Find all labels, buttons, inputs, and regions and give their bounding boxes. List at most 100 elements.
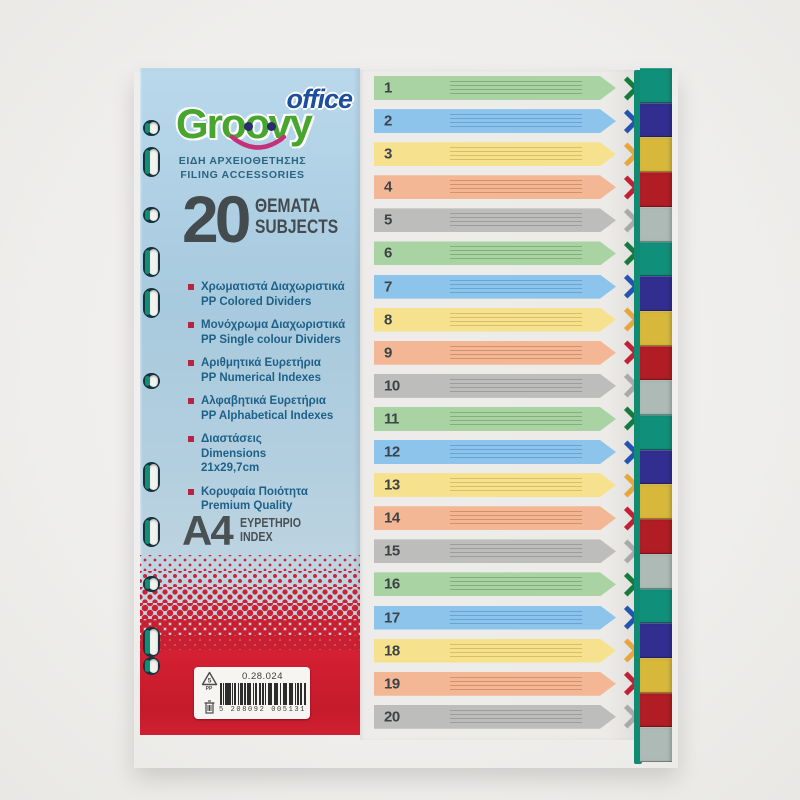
divider-tab [640, 484, 672, 520]
row-number: 11 [384, 410, 399, 428]
tab-strip [640, 68, 672, 763]
svg-text:5: 5 [207, 678, 211, 685]
index-row: 7 [360, 274, 640, 299]
ruled-lines [450, 611, 582, 626]
barcode-label: 5 PP 0.28.024 5 [194, 667, 310, 719]
feature-item: Μονόχρωμα Διαχωριστικά PP Single colour D… [188, 318, 353, 347]
feature-item: Αλφαβητικά Ευρετήρια PP Alphabetical Inde… [188, 394, 353, 423]
brand-logo: office Groovy [168, 84, 358, 158]
ruled-lines [450, 147, 582, 162]
label-icons: 5 PP [199, 671, 219, 715]
index-row: 8 [360, 307, 640, 332]
ruled-lines [450, 412, 582, 427]
feature-item: Διαστάσεις Dimensions 21x29,7cm [188, 432, 353, 476]
divider-tab [640, 310, 672, 346]
ruled-lines [450, 577, 582, 592]
row-number: 4 [384, 178, 392, 196]
arrow-band: 17 [374, 606, 616, 630]
arrow-band: 11 [374, 407, 616, 431]
arrow-band: 13 [374, 473, 616, 497]
trash-bin-icon [204, 700, 214, 714]
ruled-lines [450, 213, 582, 228]
sheet-edge [634, 70, 642, 764]
smile-icon [229, 134, 287, 150]
feature-text: Μονόχρωμα Διαχωριστικά PP Single colour D… [201, 319, 346, 346]
arrow-band: 5 [374, 208, 616, 232]
format-label-english: INDEX [239, 529, 273, 544]
paper-size: A4 [182, 507, 234, 554]
bullet-icon [188, 436, 194, 442]
index-row: 3 [360, 142, 640, 167]
row-number: 18 [384, 642, 400, 660]
index-row: 18 [360, 638, 640, 663]
divider-tab [640, 68, 672, 103]
divider-tab [640, 623, 672, 658]
row-number: 19 [384, 675, 400, 693]
punch-hole [143, 247, 160, 277]
arrow-band: 3 [374, 142, 616, 166]
brand-office-text: office [286, 84, 353, 114]
index-sheet: 1 2 3 4 5 6 7 8 9 10 11 12 13 14 15 16 17 18 19 20 [360, 70, 640, 740]
index-row: 6 [360, 241, 640, 266]
divider-tab [640, 692, 672, 728]
product-photo: office Groovy ΕΙΔΗ ΑΡΧΕΙΟΘΕΤΗΣΗΣ FILING … [140, 68, 672, 768]
index-row: 2 [360, 109, 640, 134]
row-number: 8 [384, 311, 392, 329]
punch-hole [143, 462, 160, 492]
row-number: 2 [384, 112, 392, 130]
arrow-band: 14 [374, 506, 616, 530]
ruled-lines [450, 544, 582, 559]
punch-hole [143, 120, 160, 136]
index-row: 10 [360, 373, 640, 398]
bullet-icon [188, 322, 194, 328]
arrow-band: 8 [374, 308, 616, 332]
ruled-lines [450, 379, 582, 394]
divider-tab [640, 519, 672, 554]
index-rows: 1 2 3 4 5 6 7 8 9 10 11 12 13 14 15 16 17 18 19 20 [360, 75, 640, 738]
ruled-lines [450, 511, 582, 526]
ruled-lines [450, 346, 582, 361]
punch-hole [143, 288, 160, 318]
divider-tab [640, 137, 672, 173]
arrow-band: 2 [374, 109, 616, 133]
divider-tab [640, 553, 672, 589]
index-row: 13 [360, 473, 640, 498]
row-number: 13 [384, 476, 400, 494]
bullet-icon [188, 360, 194, 366]
arrow-band: 18 [374, 639, 616, 663]
row-number: 12 [384, 443, 400, 461]
recycle-icon: 5 PP [201, 671, 218, 692]
brand-subtitle: ΕΙΔΗ ΑΡΧΕΙΟΘΕΤΗΣΗΣ FILING ACCESSORIES [150, 154, 335, 182]
row-number: 14 [384, 509, 400, 527]
arrow-band: 20 [374, 705, 616, 729]
halftone-gradient [140, 555, 360, 651]
arrow-band: 9 [374, 341, 616, 365]
row-number: 9 [384, 344, 392, 362]
ruled-lines [450, 180, 582, 195]
divider-tab [640, 172, 672, 207]
feature-item: Αριθμητικά Ευρετήρια PP Numerical Indexes [188, 356, 353, 385]
ruled-lines [450, 644, 582, 659]
bullet-icon [188, 488, 194, 495]
ruled-lines [450, 710, 582, 725]
format-label-greek: ΕΥΡΕΤΗΡΙΟ [239, 515, 301, 530]
punch-hole [143, 373, 160, 389]
divider-tab [640, 241, 672, 277]
index-row: 14 [360, 506, 640, 531]
arrow-band: 12 [374, 440, 616, 464]
ruled-lines [450, 478, 582, 493]
feature-item: Χρωματιστά Διαχωριστικά PP Colored Divide… [188, 280, 353, 309]
smiley-eye-icon [244, 122, 253, 131]
feature-text: Αριθμητικά Ευρετήρια PP Numerical Indexes [201, 357, 321, 384]
arrow-band: 6 [374, 241, 616, 265]
smiley-eye-icon [267, 122, 276, 131]
arrow-band: 1 [374, 76, 616, 100]
divider-tab [640, 727, 672, 763]
ruled-lines [450, 313, 582, 328]
feature-text: Διαστάσεις Dimensions 21x29,7cm [201, 433, 267, 474]
divider-tab [640, 206, 672, 242]
punch-hole [143, 576, 160, 592]
feature-text: Αλφαβητικά Ευρετήρια PP Alphabetical Inde… [201, 395, 334, 422]
arrow-band: 16 [374, 572, 616, 596]
format-labels: ΕΥΡΕΤΗΡΙΟ INDEX [240, 516, 301, 544]
